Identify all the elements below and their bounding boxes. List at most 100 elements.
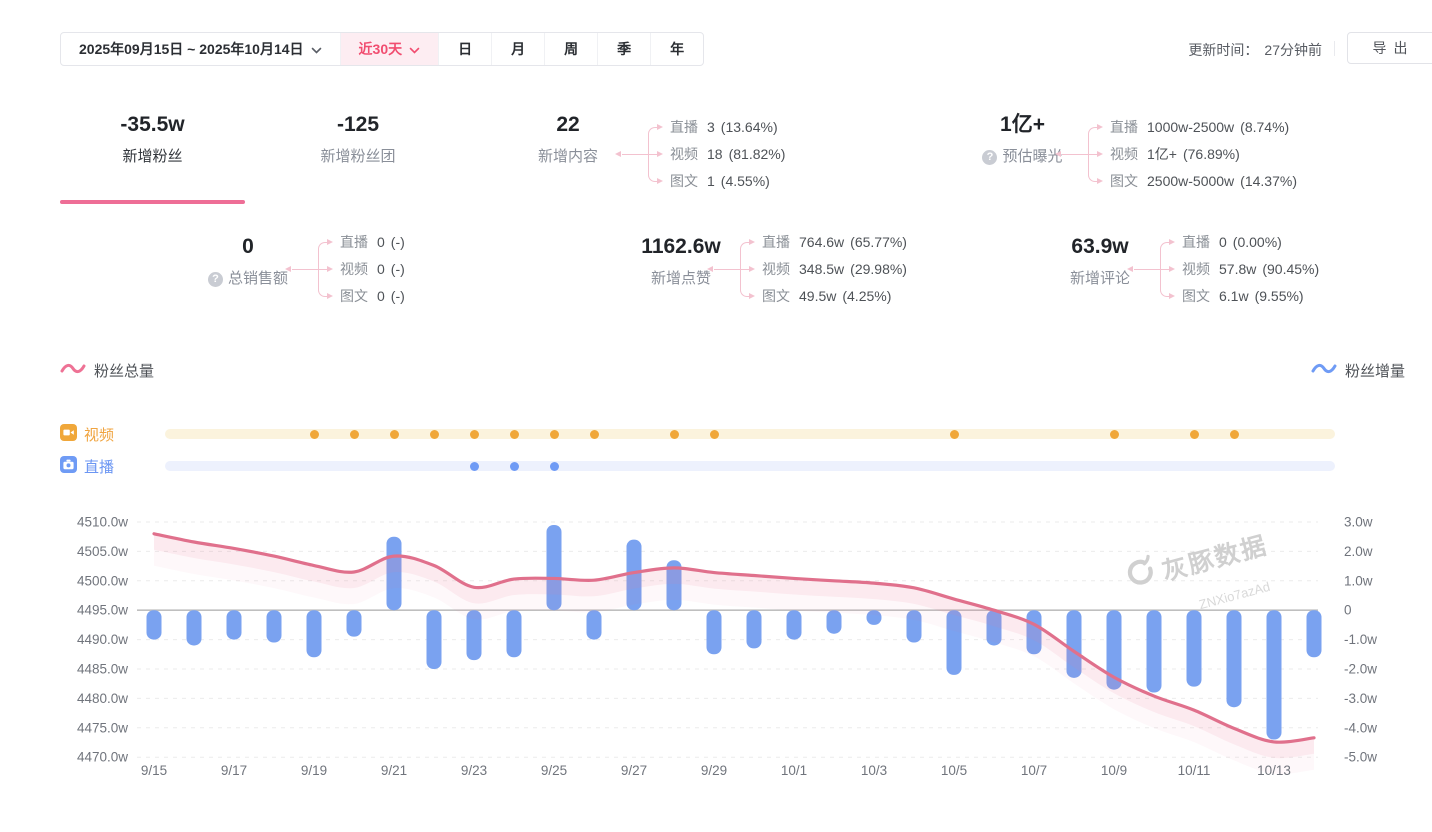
date-range-selector[interactable]: 2025年09月15日 ~ 2025年10月14日 bbox=[61, 33, 340, 65]
bar-fans-delta[interactable] bbox=[866, 610, 882, 625]
legend-fans-delta[interactable]: 粉丝增量 bbox=[1311, 360, 1405, 381]
stat-card-total-sales[interactable]: 0 ? 总销售额 bbox=[163, 234, 333, 289]
stat-card-estimated-exposure[interactable]: 1亿+ ? 预估曝光 bbox=[950, 112, 1095, 167]
bar-fans-delta[interactable] bbox=[746, 610, 762, 649]
svg-text:2.0w: 2.0w bbox=[1344, 544, 1373, 559]
bar-fans-delta[interactable] bbox=[626, 539, 642, 611]
connector-arrow bbox=[327, 292, 333, 299]
timeline-live-label: 直播 bbox=[60, 456, 114, 477]
bar-fans-delta[interactable] bbox=[146, 610, 162, 640]
svg-text:9/15: 9/15 bbox=[141, 763, 167, 778]
blue-wave-icon bbox=[1311, 362, 1337, 379]
bar-fans-delta[interactable] bbox=[946, 610, 962, 675]
connector-arrow bbox=[1097, 177, 1103, 184]
video-marker-dot[interactable] bbox=[349, 429, 359, 439]
bar-fans-delta[interactable] bbox=[826, 610, 842, 634]
help-icon[interactable]: ? bbox=[207, 271, 223, 287]
connector-arrow bbox=[327, 265, 333, 272]
live-marker-dot[interactable] bbox=[509, 461, 519, 471]
bar-fans-delta[interactable] bbox=[1186, 610, 1202, 687]
svg-text:10/11: 10/11 bbox=[1178, 763, 1211, 778]
bar-fans-delta[interactable] bbox=[786, 610, 802, 640]
bar-fans-delta[interactable] bbox=[986, 610, 1002, 646]
video-marker-dot[interactable] bbox=[1109, 429, 1119, 439]
stat-card-new-fanclub[interactable]: -125 新增粉丝团 bbox=[263, 112, 453, 167]
timeline-live-row: 直播 bbox=[0, 456, 1432, 476]
date-filter-control: 2025年09月15日 ~ 2025年10月14日 近30天 日 月 周 季 年 bbox=[60, 32, 705, 66]
bar-fans-delta[interactable] bbox=[226, 610, 242, 640]
tab-day[interactable]: 日 bbox=[438, 33, 491, 65]
svg-text:9/25: 9/25 bbox=[541, 763, 567, 778]
breakdown-likes: 直播 764.6w (65.77%) 视频 348.5w (29.98%) 图文 49.5… bbox=[707, 232, 907, 313]
bar-fans-delta[interactable] bbox=[666, 560, 682, 611]
active-tab-indicator bbox=[60, 200, 245, 204]
stat-label: 新增评论 bbox=[1069, 270, 1130, 287]
stat-value: -35.5w bbox=[120, 113, 185, 136]
svg-text:9/17: 9/17 bbox=[221, 763, 247, 778]
connector-arrow bbox=[749, 265, 755, 272]
bar-fans-delta[interactable] bbox=[1226, 610, 1242, 708]
bar-fans-delta[interactable] bbox=[1306, 610, 1322, 658]
line-fans-total[interactable] bbox=[152, 532, 1316, 744]
tab-year[interactable]: 年 bbox=[650, 33, 703, 65]
live-marker-dot[interactable] bbox=[469, 461, 479, 471]
breakdown-row-image: 图文 1 (4.55%) bbox=[648, 171, 785, 191]
video-marker-dot[interactable] bbox=[469, 429, 479, 439]
video-marker-dot[interactable] bbox=[669, 429, 679, 439]
bar-fans-delta[interactable] bbox=[346, 610, 362, 637]
bar-fans-delta[interactable] bbox=[1266, 610, 1282, 740]
stat-card-new-content[interactable]: 22 新增内容 bbox=[493, 112, 643, 167]
quick-range-last30days[interactable]: 近30天 bbox=[339, 33, 439, 65]
bar-fans-delta[interactable] bbox=[546, 524, 562, 611]
svg-text:4475.0w: 4475.0w bbox=[77, 720, 128, 735]
stat-card-new-comments[interactable]: 63.9w 新增评论 bbox=[1020, 234, 1180, 289]
legend-label: 粉丝增量 bbox=[1344, 363, 1405, 380]
legend-fans-total[interactable]: 粉丝总量 bbox=[60, 360, 154, 381]
update-time-value: 27分钟前 bbox=[1264, 42, 1322, 58]
svg-text:4490.0w: 4490.0w bbox=[77, 632, 128, 647]
tab-month[interactable]: 月 bbox=[491, 33, 544, 65]
bar-fans-delta[interactable] bbox=[1146, 610, 1162, 693]
bar-fans-delta[interactable] bbox=[906, 610, 922, 643]
video-marker-dot[interactable] bbox=[389, 429, 399, 439]
bar-fans-delta[interactable] bbox=[186, 610, 202, 646]
bar-fans-delta[interactable] bbox=[1066, 610, 1082, 678]
video-marker-dot[interactable] bbox=[709, 429, 719, 439]
breakdown-row-video: 视频 0 (-) bbox=[318, 259, 405, 279]
video-marker-dot[interactable] bbox=[309, 429, 319, 439]
bar-fans-delta[interactable] bbox=[506, 610, 522, 658]
svg-text:3.0w: 3.0w bbox=[1344, 515, 1373, 530]
connector-arrow bbox=[327, 238, 333, 245]
live-marker-dot[interactable] bbox=[549, 461, 559, 471]
bar-fans-delta[interactable] bbox=[706, 610, 722, 655]
help-icon[interactable]: ? bbox=[982, 149, 998, 165]
connector-arrow bbox=[657, 123, 663, 130]
video-marker-dot[interactable] bbox=[1229, 429, 1239, 439]
timeline-video-row: 视频 bbox=[0, 424, 1432, 444]
date-range-text: 2025年09月15日 ~ 2025年10月14日 bbox=[79, 41, 304, 57]
bar-fans-delta[interactable] bbox=[1106, 610, 1122, 690]
bar-fans-delta[interactable] bbox=[586, 610, 602, 640]
video-marker-dot[interactable] bbox=[589, 429, 599, 439]
video-marker-dot[interactable] bbox=[429, 429, 439, 439]
svg-text:0: 0 bbox=[1344, 603, 1352, 618]
export-button[interactable]: 导出 bbox=[1347, 32, 1432, 64]
stat-card-new-likes[interactable]: 1162.6w 新增点赞 bbox=[600, 234, 762, 289]
breakdown-row-video: 视频 57.8w (90.45%) bbox=[1160, 259, 1319, 279]
stat-value: 63.9w bbox=[1071, 235, 1129, 258]
bar-fans-delta[interactable] bbox=[266, 610, 282, 643]
tab-week[interactable]: 周 bbox=[544, 33, 597, 65]
video-marker-dot[interactable] bbox=[549, 429, 559, 439]
video-marker-dot[interactable] bbox=[949, 429, 959, 439]
bar-fans-delta[interactable] bbox=[466, 610, 482, 661]
stat-label: 新增粉丝团 bbox=[320, 148, 396, 165]
bar-fans-delta[interactable] bbox=[306, 610, 322, 658]
video-marker-dot[interactable] bbox=[1189, 429, 1199, 439]
tab-quarter[interactable]: 季 bbox=[597, 33, 650, 65]
bar-fans-delta[interactable] bbox=[426, 610, 442, 669]
video-marker-dot[interactable] bbox=[509, 429, 519, 439]
stat-label: 总销售额 bbox=[227, 270, 288, 287]
svg-text:9/19: 9/19 bbox=[301, 763, 327, 778]
svg-text:10/13: 10/13 bbox=[1257, 763, 1291, 778]
stat-card-new-fans[interactable]: -35.5w 新增粉丝 bbox=[60, 112, 245, 207]
